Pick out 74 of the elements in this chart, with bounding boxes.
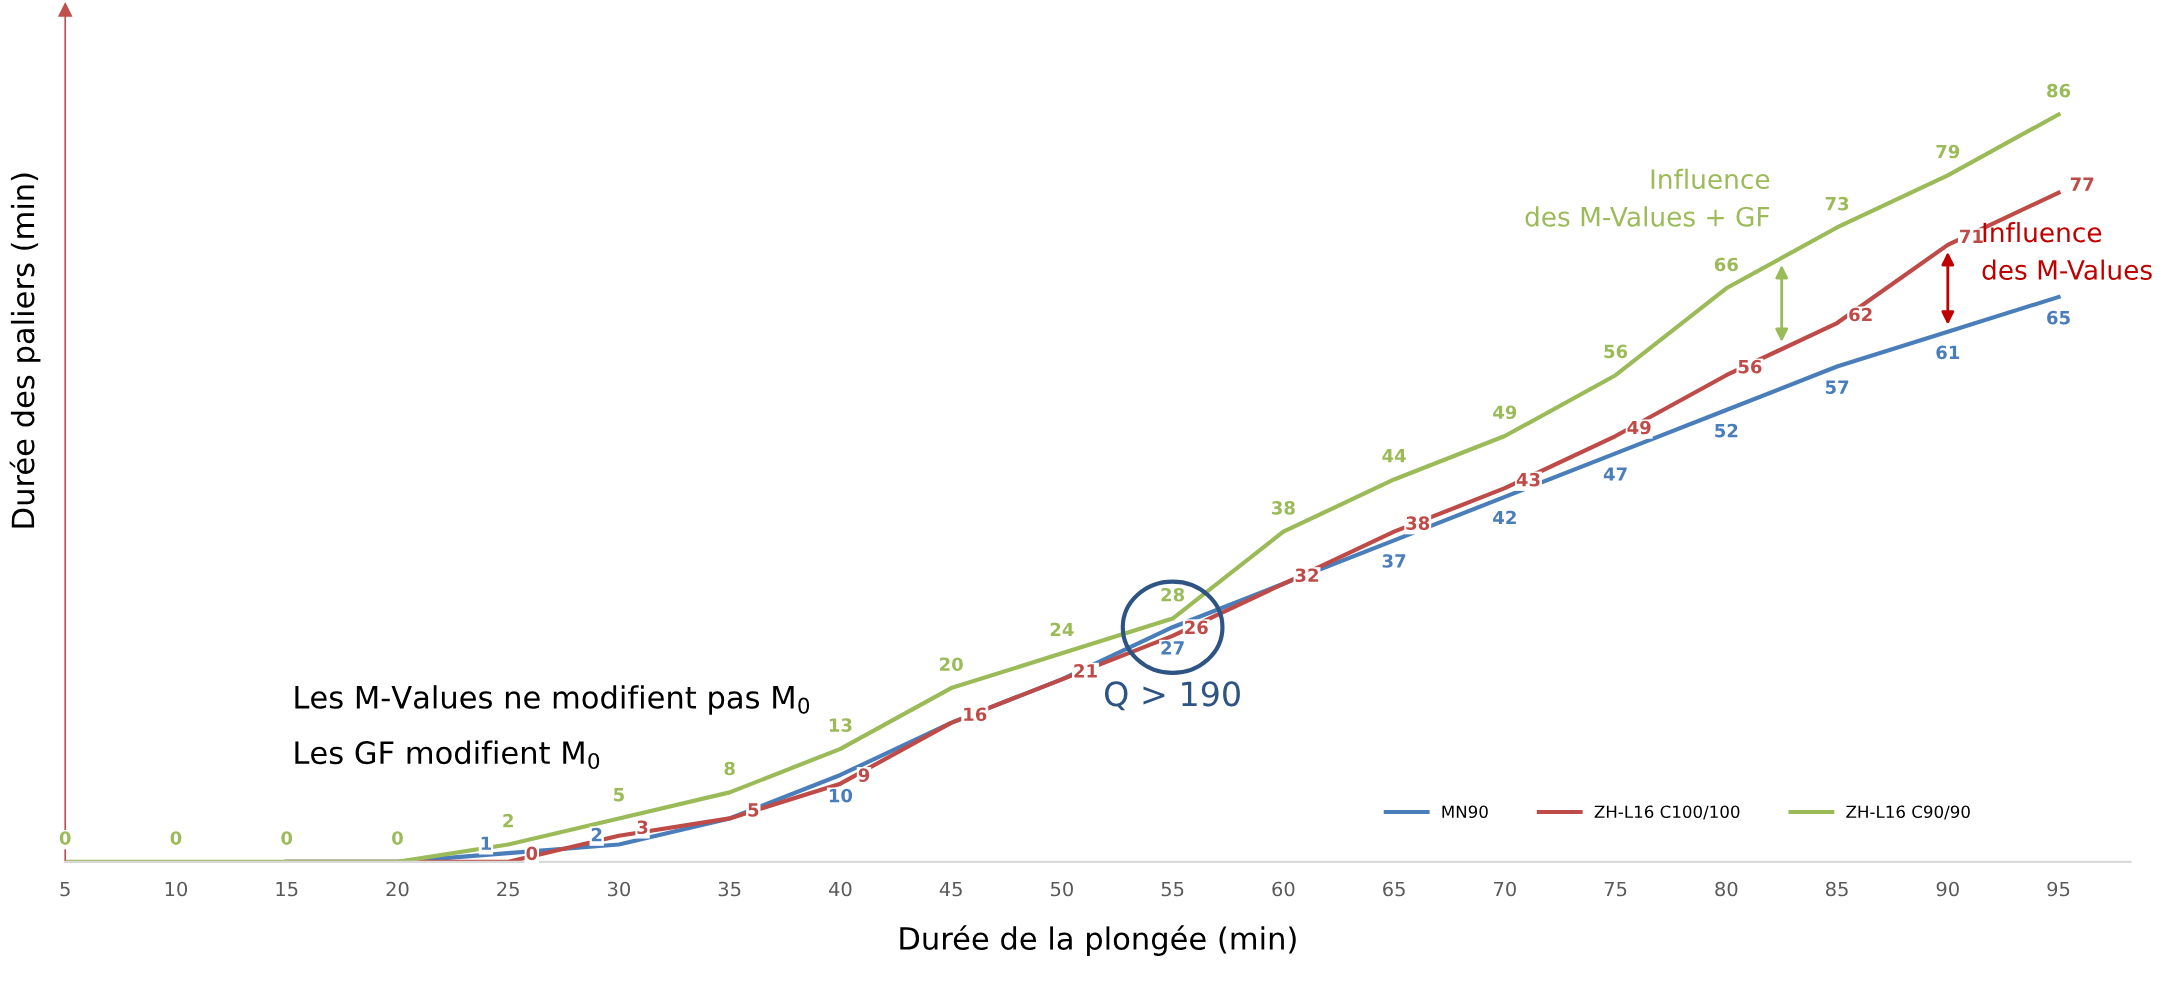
data-label: 3 [637,820,648,835]
x-tick-label: 90 [1936,881,1959,897]
data-label: 86 [2047,83,2071,98]
data-label: 42 [1493,510,1516,525]
data-label: 9 [858,768,870,782]
x-tick-label: 15 [276,881,298,897]
data-label: 47 [1603,467,1627,481]
x-tick-label: 75 [1604,881,1627,897]
data-label: 21 [1074,664,1097,678]
legend-label: ZH-L16 C100/100 [1594,805,1740,820]
data-label: 56 [1738,359,1762,374]
data-label: 77 [2070,177,2094,191]
x-tick-label: 25 [497,881,519,897]
x-tick-label: 10 [165,881,188,897]
x-tick-label: 60 [1272,881,1295,897]
x-tick-label: 40 [828,881,852,897]
data-label: 65 [2047,310,2070,325]
data-label: 37 [1382,554,1406,568]
data-label: 5 [748,803,759,817]
data-label: 38 [1272,500,1295,515]
data-label: 0 [59,831,71,845]
data-label: 57 [1825,380,1849,394]
data-label: 0 [526,846,538,861]
x-tick-label: 95 [2047,881,2070,897]
annotation: Q > 190 [1105,681,1240,711]
data-label: 56 [1604,344,1628,359]
data-label: 8 [724,761,735,776]
x-tick-label: 55 [1161,881,1184,897]
x-tick-label: 35 [718,881,741,897]
data-label: 16 [964,707,987,722]
data-label: 10 [829,788,853,803]
x-tick-label: 65 [1383,881,1405,897]
data-label: 32 [1295,568,1318,583]
data-label: 0 [392,831,403,845]
data-label: 49 [1627,420,1651,435]
legend-label: ZH-L16 C90/90 [1846,805,1970,820]
x-tick-label: 45 [939,881,962,897]
x-tick-label: 30 [608,881,630,897]
data-label: 71 [1960,229,1983,243]
x-tick-label: 50 [1051,881,1073,897]
data-label: 26 [1185,620,1208,635]
data-label: 0 [170,831,182,845]
legend-label: MN90 [1442,805,1488,819]
data-label: 61 [1936,345,1960,360]
data-label: 5 [614,788,624,802]
data-label: 73 [1825,196,1849,211]
annotation: Les GF modifient M$_{0}$ [295,740,600,770]
data-label: 1 [481,836,491,850]
data-label: 2 [591,827,602,842]
annotation: Influence des M-Values + GF [1525,168,1770,227]
y-axis-title: Durée des paliers (min) [9,173,41,528]
data-label: 28 [1161,587,1185,602]
data-label: 13 [829,718,852,732]
data-label: 44 [1382,449,1406,463]
x-tick-label: 20 [386,881,409,897]
data-label: 52 [1715,423,1738,438]
annotation: Les M-Values ne modifient pas M$_{0}$ [295,685,810,715]
x-tick-label: 5 [60,881,70,897]
data-label: 0 [281,831,293,845]
data-label: 27 [1161,641,1184,655]
data-label: 20 [940,657,963,672]
annotation: Influence des M-Values [1982,221,2152,280]
x-tick-label: 70 [1494,881,1516,897]
data-label: 38 [1406,516,1430,530]
x-tick-label: 80 [1715,881,1738,897]
x-tick-label: 85 [1826,881,1848,897]
data-label: 66 [1714,257,1738,272]
data-label: 79 [1936,144,1960,159]
data-label: 43 [1516,472,1540,487]
x-axis-title: Durée de la plongée (min) [900,925,1296,956]
data-label: 2 [503,813,513,828]
data-label: 24 [1050,622,1074,637]
data-label: 62 [1849,307,1872,322]
data-label: 49 [1493,405,1517,420]
